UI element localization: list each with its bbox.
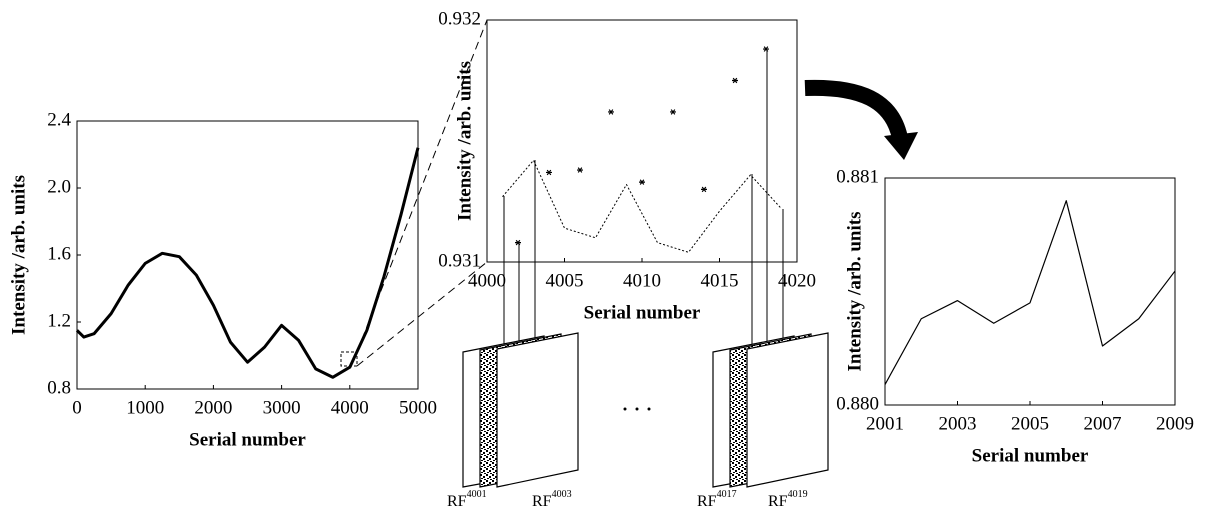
y-tick-label: 0.931: [438, 250, 481, 271]
frames: [462, 332, 829, 488]
frame-base: RF: [532, 493, 552, 510]
y-axis-label: Intensity /arb. units: [844, 212, 865, 372]
x-tick-label: 4020: [778, 270, 816, 291]
data-point: [515, 239, 521, 246]
data-point: [763, 46, 769, 52]
x-tick-label: 2000: [194, 397, 232, 418]
data-point: [732, 77, 738, 84]
x-tick-label: 0: [72, 397, 82, 418]
x-tick-label: 4015: [701, 270, 739, 291]
frame-base: RF: [768, 493, 788, 510]
frame-label: RF4001: [447, 489, 487, 509]
y-tick-label: 0.880: [836, 393, 879, 414]
x-tick-label: 4000: [331, 397, 369, 418]
frame-base: RF: [447, 493, 467, 510]
frame-label: RF4003: [532, 489, 572, 509]
frame-sup: 4001: [467, 489, 487, 500]
plot-frame: [884, 177, 1176, 406]
y-tick-label: 0.881: [836, 166, 879, 187]
y-tick-label: 0.932: [438, 8, 481, 29]
frame-label: RF4017: [697, 489, 737, 509]
data-point: [546, 169, 552, 176]
ellipsis: [623, 407, 651, 411]
data-point: [608, 109, 614, 115]
data-point: [701, 186, 707, 193]
frame-base: RF: [697, 493, 717, 510]
data-point: [639, 179, 645, 185]
y-axis-label: Intensity /arb. units: [8, 175, 29, 335]
data-line: [75, 147, 420, 379]
x-tick-label: 4010: [623, 270, 661, 291]
x-tick-label: 2005: [1011, 413, 1049, 434]
chart: 0 1000 2000 3000 4000 5000 0.8 1.2 1.6 2.0 2.4 Seri…: [8, 109, 437, 450]
frame-label: RF4019: [768, 489, 808, 509]
x-tick-label: 2003: [939, 413, 977, 434]
data-point: [670, 109, 676, 115]
plot-frame: [486, 19, 798, 263]
data-line: [884, 200, 1176, 385]
y-axis-label: Intensity /arb. units: [454, 61, 475, 221]
x-tick-label: 4000: [468, 270, 506, 291]
frame-sup: 4017: [717, 489, 737, 500]
data-line: [502, 159, 782, 253]
x-tick-label: 4005: [546, 270, 584, 291]
x-axis-label: Serial number: [189, 429, 306, 450]
chart: 4000 4005 4010 4015 4020 0.931 0.932 Serial num…: [438, 8, 816, 323]
x-tick-label: 1000: [126, 397, 164, 418]
data-point: [577, 167, 583, 173]
y-tick-label: 0.8: [47, 377, 71, 398]
plot-frame: [76, 120, 419, 390]
frame-sup: 4019: [788, 489, 808, 500]
y-tick-label: 2.0: [47, 176, 71, 197]
x-axis-label: Serial number: [972, 445, 1089, 466]
arrow: [804, 79, 918, 160]
chart: 2001 2003 2005 2007 2009 0.880 0.881 Serial num…: [836, 166, 1194, 466]
y-tick-label: 1.6: [47, 243, 71, 264]
x-tick-label: 2007: [1084, 413, 1122, 434]
x-axis-label: Serial number: [584, 302, 701, 323]
x-tick-label: 5000: [399, 397, 437, 418]
x-tick-label: 2009: [1156, 413, 1194, 434]
x-tick-label: 3000: [263, 397, 301, 418]
frame-leads: [503, 50, 784, 345]
y-tick-label: 1.2: [47, 310, 71, 331]
frame-sup: 4003: [552, 489, 572, 500]
y-tick-label: 2.4: [47, 109, 71, 130]
x-tick-label: 2001: [866, 413, 904, 434]
